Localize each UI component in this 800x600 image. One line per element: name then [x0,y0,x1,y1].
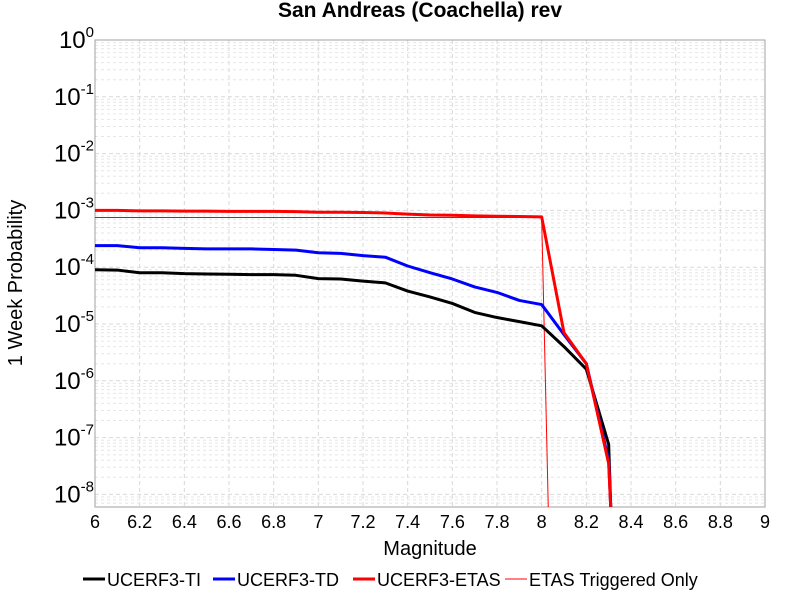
x-tick-label: 8.6 [663,512,688,532]
series-line-ucerf3-etas [95,208,613,507]
y-tick-exponent: -1 [81,81,94,98]
y-tick-exponent: -6 [81,365,94,382]
x-tick-label: 7.8 [484,512,509,532]
x-tick-label: 7.6 [440,512,465,532]
y-tick-exponent: -2 [81,138,94,155]
y-tick-exponent: 0 [86,24,94,41]
y-tick-label: 10 [54,141,81,168]
legend-label: UCERF3-TI [107,570,201,590]
x-tick-label: 7.4 [395,512,420,532]
series-line-ucerf3-td [95,244,613,507]
x-axis-ticks: 6 6.2 6.4 6.6 6.8 7 7.2 7.4 7.6 7.8 8 8.2 8.4 8.6 8.8 9 [90,512,770,532]
x-tick-label: 6.8 [261,512,286,532]
x-tick-label: 6.2 [127,512,152,532]
y-tick-label: 10 [54,254,81,281]
y-tick-label: 10 [54,197,81,224]
x-tick-label: 6.6 [216,512,241,532]
y-tick-exponent: -4 [81,251,94,268]
legend-label: ETAS Triggered Only [529,570,698,590]
y-tick-label: 10 [59,27,86,54]
chart-title: San Andreas (Coachella) rev [278,0,562,22]
series-line-etas-triggered-only [95,217,549,507]
x-tick-label: 6.4 [172,512,197,532]
x-tick-label: 8 [537,512,547,532]
legend-label: UCERF3-ETAS [377,570,501,590]
plot-area-frame [94,39,766,508]
series-layer [95,208,613,507]
series-line-ucerf3-ti [95,268,613,507]
x-tick-label: 7.2 [350,512,375,532]
y-tick-label: 10 [54,368,81,395]
legend-label: UCERF3-TD [237,570,339,590]
x-tick-label: 8.2 [574,512,599,532]
x-tick-label: 8.8 [708,512,733,532]
x-tick-label: 6 [90,512,100,532]
legend: UCERF3-TI UCERF3-TD UCERF3-ETAS ETAS Trigge… [83,570,698,590]
x-tick-label: 9 [760,512,770,532]
x-axis-label: Magnitude [383,538,476,560]
y-tick-label: 10 [54,481,81,508]
y-tick-label: 10 [54,84,81,111]
y-tick-exponent: -3 [81,194,94,211]
y-tick-exponent: -7 [81,422,94,439]
y-tick-label: 10 [54,425,81,452]
y-tick-exponent: -8 [81,478,94,495]
y-axis-label: 1 Week Probability [5,200,27,366]
x-tick-label: 8.4 [618,512,643,532]
grid [94,39,766,508]
y-tick-exponent: -5 [81,308,94,325]
y-tick-label: 10 [54,311,81,338]
x-tick-label: 7 [313,512,323,532]
